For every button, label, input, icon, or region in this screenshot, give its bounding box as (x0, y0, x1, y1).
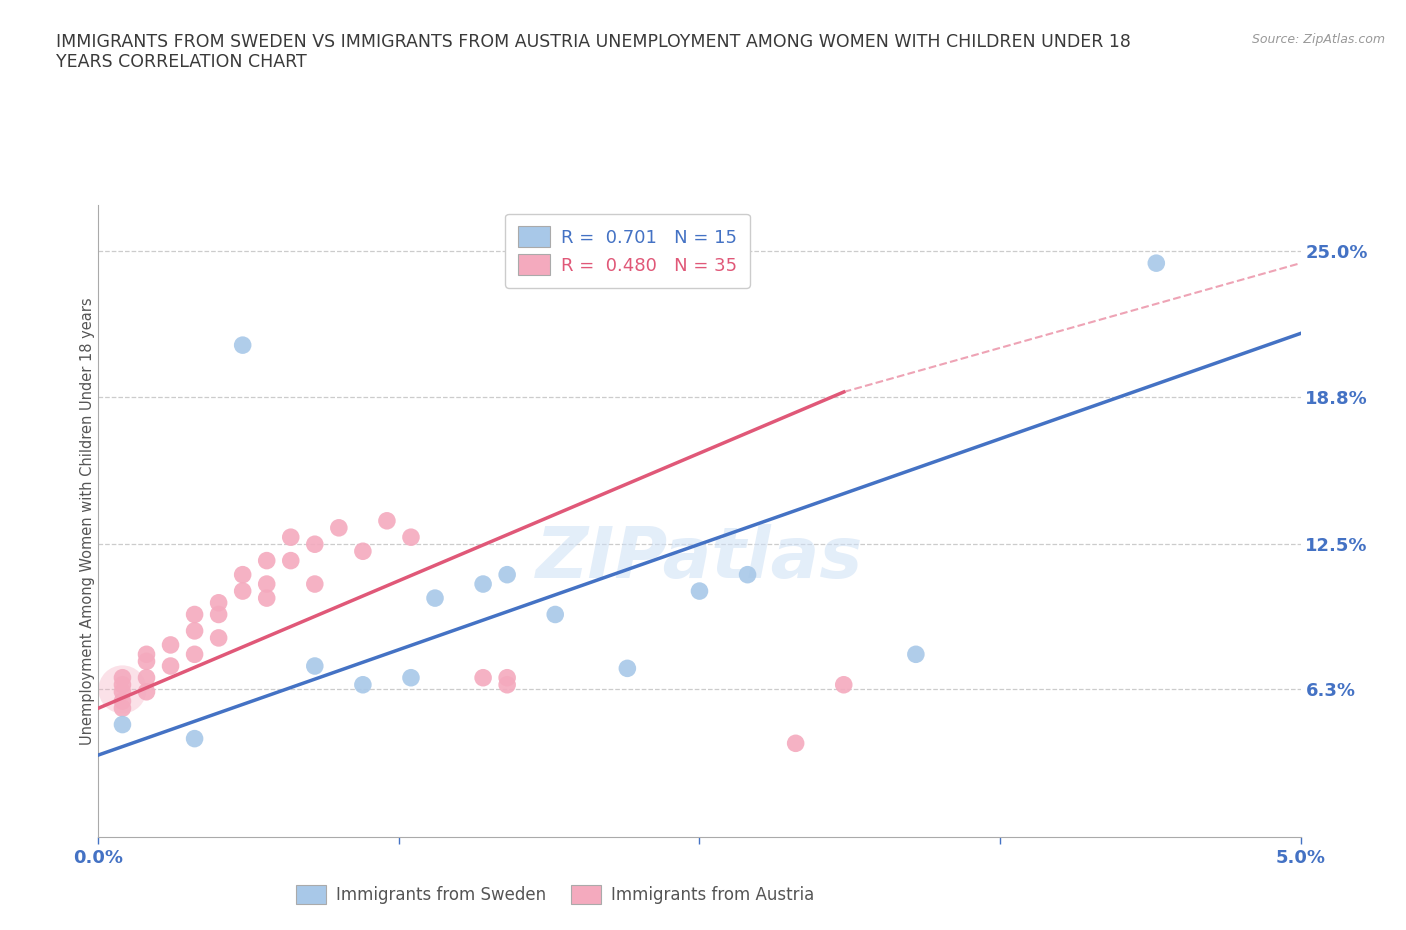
Point (135, 647, 157, 662)
Point (183, 607, 205, 622)
Point (280, 530, 302, 545)
Y-axis label: Unemployment Among Women with Children Under 18 years: Unemployment Among Women with Children U… (80, 297, 94, 745)
Point (111, 694, 134, 709)
Point (737, 567, 759, 582)
Point (785, 736, 807, 751)
Point (352, 677, 374, 692)
Point (111, 684, 134, 699)
Point (159, 658, 181, 673)
Point (256, 553, 278, 568)
Point (423, 591, 446, 605)
Point (111, 671, 134, 685)
Point (472, 671, 495, 685)
Point (111, 717, 134, 732)
Point (135, 654, 157, 669)
Point (135, 671, 157, 685)
Legend: Immigrants from Sweden, Immigrants from Austria: Immigrants from Sweden, Immigrants from … (290, 878, 821, 910)
Point (304, 658, 326, 673)
Point (616, 661, 638, 676)
Point (208, 607, 231, 622)
Point (183, 731, 205, 746)
Point (399, 671, 422, 685)
Point (544, 607, 567, 622)
Point (208, 595, 231, 610)
Point (1144, 256, 1167, 271)
Text: IMMIGRANTS FROM SWEDEN VS IMMIGRANTS FROM AUSTRIA UNEMPLOYMENT AMONG WOMEN WITH : IMMIGRANTS FROM SWEDEN VS IMMIGRANTS FRO… (56, 33, 1130, 72)
Point (183, 647, 205, 662)
Point (232, 567, 254, 582)
Point (472, 577, 495, 591)
Point (208, 631, 231, 645)
Point (304, 577, 326, 591)
Point (496, 567, 519, 582)
Point (256, 577, 278, 591)
Text: ZIPatlas: ZIPatlas (536, 525, 863, 593)
Point (232, 338, 254, 352)
Point (375, 513, 398, 528)
Point (328, 521, 350, 536)
Point (496, 677, 519, 692)
Text: Source: ZipAtlas.com: Source: ZipAtlas.com (1251, 33, 1385, 46)
Point (904, 647, 927, 662)
Point (183, 623, 205, 638)
Point (399, 530, 422, 545)
Point (135, 684, 157, 699)
Point (232, 584, 254, 599)
Point (159, 637, 181, 652)
Point (304, 537, 326, 551)
Point (688, 584, 710, 599)
Point (111, 677, 134, 692)
Point (111, 682, 134, 697)
Point (832, 677, 855, 692)
Point (280, 553, 302, 568)
Point (352, 544, 374, 559)
Point (111, 700, 134, 715)
Point (496, 671, 519, 685)
Point (256, 591, 278, 605)
